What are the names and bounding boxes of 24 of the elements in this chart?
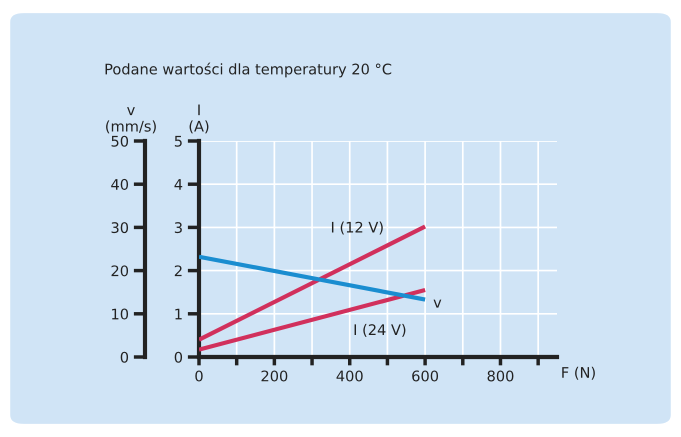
chart-title: Podane wartości dla temperatury 20 °C — [106, 62, 392, 78]
y2-axis-title: I (A) — [190, 104, 208, 134]
x-tick-label: 800 — [488, 370, 514, 382]
series-label: I (24 V) — [354, 324, 406, 337]
y2-tick-label: 2 — [174, 265, 182, 276]
y2-tick-label: 5 — [174, 136, 182, 147]
y-axis-title: v (mm/s) — [106, 107, 156, 134]
y-tick-label: 20 — [112, 265, 128, 276]
series-label: v — [434, 300, 442, 308]
y2-tick-label: 0 — [174, 352, 182, 363]
y2-tick-label: 1 — [175, 308, 182, 320]
y2-tick-label: 3 — [174, 222, 182, 234]
y-tick-label: 30 — [112, 222, 128, 234]
x-tick-label: 600 — [412, 370, 438, 382]
x-tick-label: 0 — [195, 370, 203, 382]
series-label: I (12 V) — [332, 221, 383, 234]
x-tick-label: 400 — [336, 370, 363, 382]
y-tick-label: 0 — [120, 352, 128, 363]
y-tick-label: 40 — [111, 178, 128, 190]
y-tick-label: 10 — [112, 308, 128, 320]
x-axis-title: F (N) — [562, 366, 595, 380]
y-tick-label: 50 — [112, 136, 128, 147]
x-tick-label: 200 — [262, 370, 288, 382]
y2-tick-label: 4 — [174, 179, 182, 190]
